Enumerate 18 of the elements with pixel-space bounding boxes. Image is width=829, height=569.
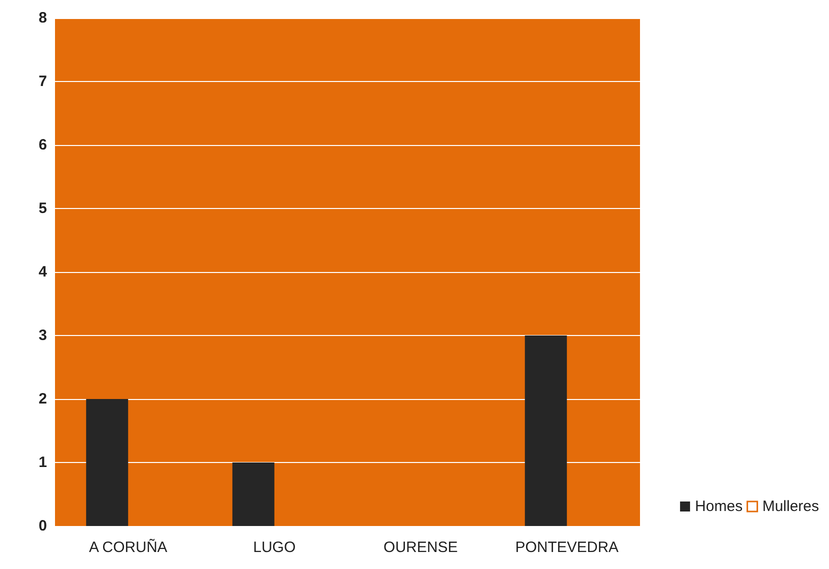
- x-tick-label: PONTEVEDRA: [515, 539, 619, 556]
- y-tick-label: 7: [38, 73, 47, 90]
- x-tick-label: A CORUÑA: [88, 538, 168, 556]
- x-tick-label: LUGO: [253, 539, 296, 556]
- y-tick-label: 2: [38, 390, 47, 408]
- bar: [524, 336, 567, 526]
- legend-label: Mulleres: [762, 498, 820, 515]
- x-tick-label: OURENSE: [384, 539, 458, 556]
- y-tick-label: 1: [38, 454, 47, 471]
- y-tick-label: 6: [38, 136, 47, 154]
- y-tick-label: 8: [38, 10, 47, 26]
- y-tick-label: 0: [38, 518, 47, 534]
- bar: [232, 462, 274, 526]
- y-tick-label: 4: [38, 264, 48, 280]
- y-tick-label: 3: [38, 327, 47, 344]
- bar: [86, 399, 128, 526]
- y-tick-label: 5: [38, 200, 47, 217]
- legend-label: Homes: [695, 498, 743, 515]
